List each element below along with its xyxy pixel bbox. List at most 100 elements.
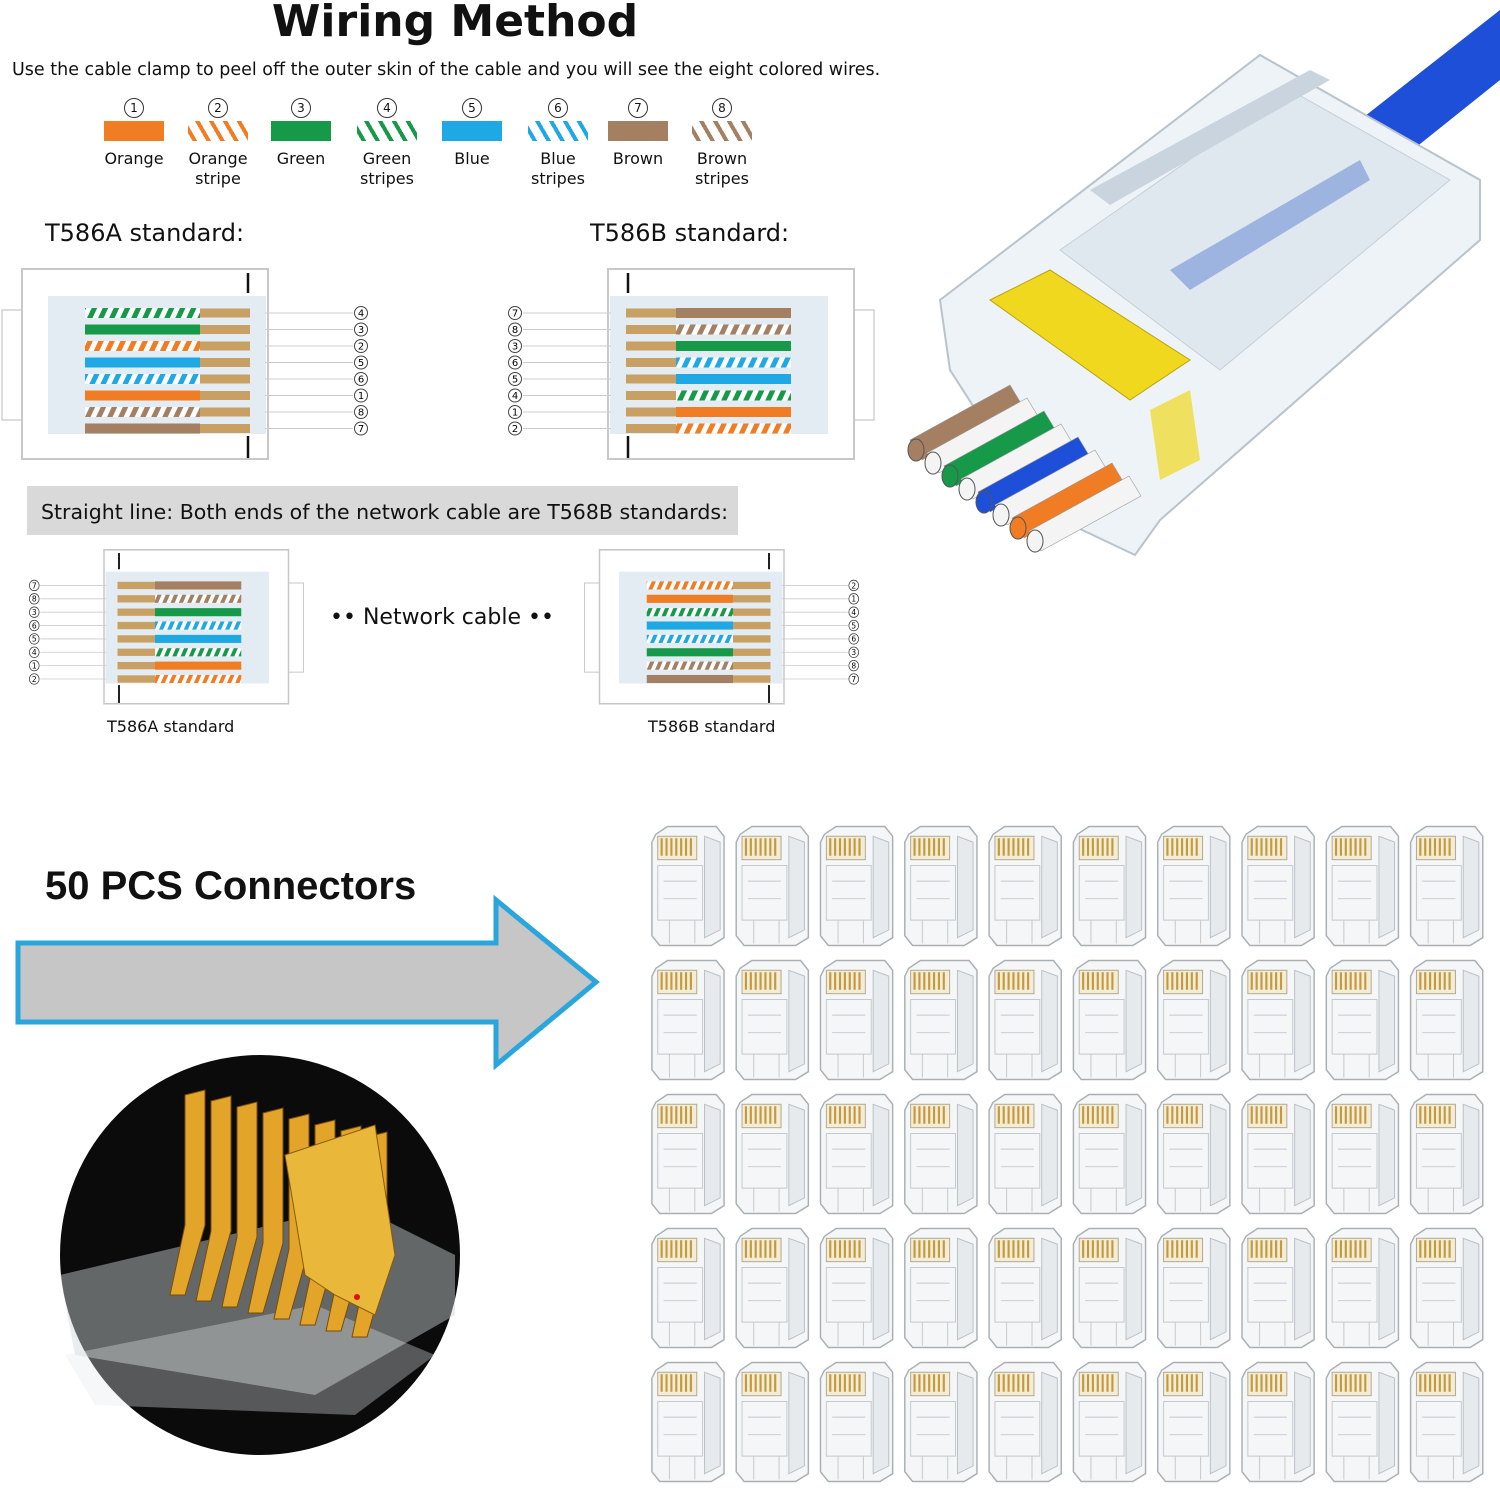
wire: 3: [646, 646, 859, 658]
legend-label: Green stripes: [360, 149, 414, 188]
legend-number: 5: [462, 98, 482, 118]
connector-item: [903, 959, 979, 1081]
wire: 4: [508, 388, 791, 403]
wire-swatch: [104, 121, 164, 141]
blue-cable: [1360, 10, 1500, 160]
wire: 1: [508, 405, 791, 419]
pin-number: 3: [512, 342, 518, 353]
wire: 3: [85, 322, 368, 337]
wire: 7: [508, 306, 791, 320]
legend-item: 7 Brown: [598, 97, 678, 169]
connector-item: [650, 959, 726, 1081]
wire: 7: [85, 421, 368, 436]
wire: 4: [646, 606, 859, 618]
pin-number: 2: [358, 342, 364, 353]
connector-item: [1072, 959, 1147, 1081]
title: Wiring Method: [271, 0, 639, 47]
rj45-connector-illustration: [907, 10, 1500, 557]
connector-item: [1409, 825, 1484, 947]
bottom-label-t586a: T586A standard: [107, 717, 235, 736]
connector-item: [1409, 1093, 1484, 1215]
wire: 6: [646, 633, 859, 645]
wire: 5: [29, 633, 242, 645]
pin-number: 2: [851, 581, 856, 590]
pin-number: 2: [32, 675, 37, 684]
connector-item: [1240, 1361, 1316, 1483]
legend-label: Orange stripe: [188, 149, 248, 188]
legend-item: 8 Brown stripes: [682, 97, 762, 189]
legend-label: Brown stripes: [695, 149, 749, 188]
legend-item: 3 Green: [261, 97, 341, 169]
gold-contacts: [989, 269, 1200, 480]
connector-item: [903, 1361, 979, 1483]
connector-item: [819, 1093, 894, 1215]
pin-number: 7: [32, 581, 37, 590]
pin-number: 6: [851, 634, 856, 643]
connector-item: [819, 1227, 894, 1349]
legend-item: 5 Blue: [432, 97, 512, 169]
pin-number: 8: [512, 325, 518, 336]
pin-number: 1: [851, 594, 856, 603]
pin-number: 8: [358, 408, 364, 419]
bottom-label-t586b: T586B standard: [648, 717, 776, 736]
connector-item: [735, 1361, 810, 1483]
connector-item: [988, 1227, 1063, 1349]
connector-item: [819, 959, 894, 1081]
connector-item: [1240, 825, 1316, 947]
legend-number: 4: [377, 98, 397, 118]
wire-swatch: [528, 121, 588, 141]
connector-item: [1325, 1361, 1400, 1483]
connector-item: [1072, 1361, 1147, 1483]
network-cable-label: •• Network cable ••: [330, 605, 554, 630]
contact-closeup-image: [60, 1055, 460, 1455]
wire: 8: [85, 405, 368, 419]
connector-item: [819, 1361, 894, 1483]
connector-item: [1156, 1361, 1231, 1483]
legend-item: 1 Orange: [94, 97, 174, 169]
wire-swatch: [188, 121, 248, 141]
pin-number: 8: [851, 661, 856, 670]
diagram-t586a-top: 4 3 2 5 6 1 8 7: [1, 268, 368, 460]
wire: 3: [508, 339, 791, 353]
pin-number: 4: [32, 648, 37, 657]
pin-number: 6: [358, 375, 364, 386]
pin-number: 1: [512, 408, 518, 419]
pin-number: 7: [851, 675, 856, 684]
connector-item: [650, 825, 726, 947]
connector-item: [1240, 1227, 1316, 1349]
pin-number: 4: [851, 608, 856, 617]
wire-swatch: [357, 121, 417, 141]
wire: 8: [646, 659, 859, 672]
connector-item: [650, 1227, 726, 1349]
pin-number: 5: [358, 358, 364, 369]
wire: 6: [29, 619, 242, 632]
connector-grid: [650, 825, 1484, 1483]
connector-item: [1409, 1361, 1484, 1483]
connector-item: [1325, 1093, 1400, 1215]
connector-item: [735, 959, 810, 1081]
connector-item: [650, 1361, 726, 1483]
legend-number: 2: [208, 98, 228, 118]
wire: 7: [29, 579, 242, 592]
legend-item: 6 Blue stripes: [518, 97, 598, 189]
wire: 1: [646, 593, 859, 605]
wire-swatch: [608, 121, 668, 141]
wire: 2: [508, 421, 791, 436]
legend-number: 3: [291, 98, 311, 118]
wire: 2: [85, 339, 368, 353]
connector-item: [903, 1093, 979, 1215]
pin-number: 6: [32, 621, 37, 630]
pin-number: 7: [512, 309, 518, 320]
connector-item: [735, 1227, 810, 1349]
straight-line-banner: Straight line: Both ends of the network …: [27, 486, 738, 535]
arrow-shape: [15, 894, 600, 1071]
legend-item: 4 Green stripes: [347, 97, 427, 189]
pcs-label: 50 PCS Connectors: [45, 864, 417, 908]
connector-item: [1325, 959, 1400, 1081]
legend-number: 6: [548, 98, 568, 118]
pin-number: 2: [512, 424, 518, 435]
pin-number: 3: [851, 648, 856, 657]
legend-item: 2 Orange stripe: [178, 97, 258, 189]
wire: 6: [85, 372, 368, 386]
